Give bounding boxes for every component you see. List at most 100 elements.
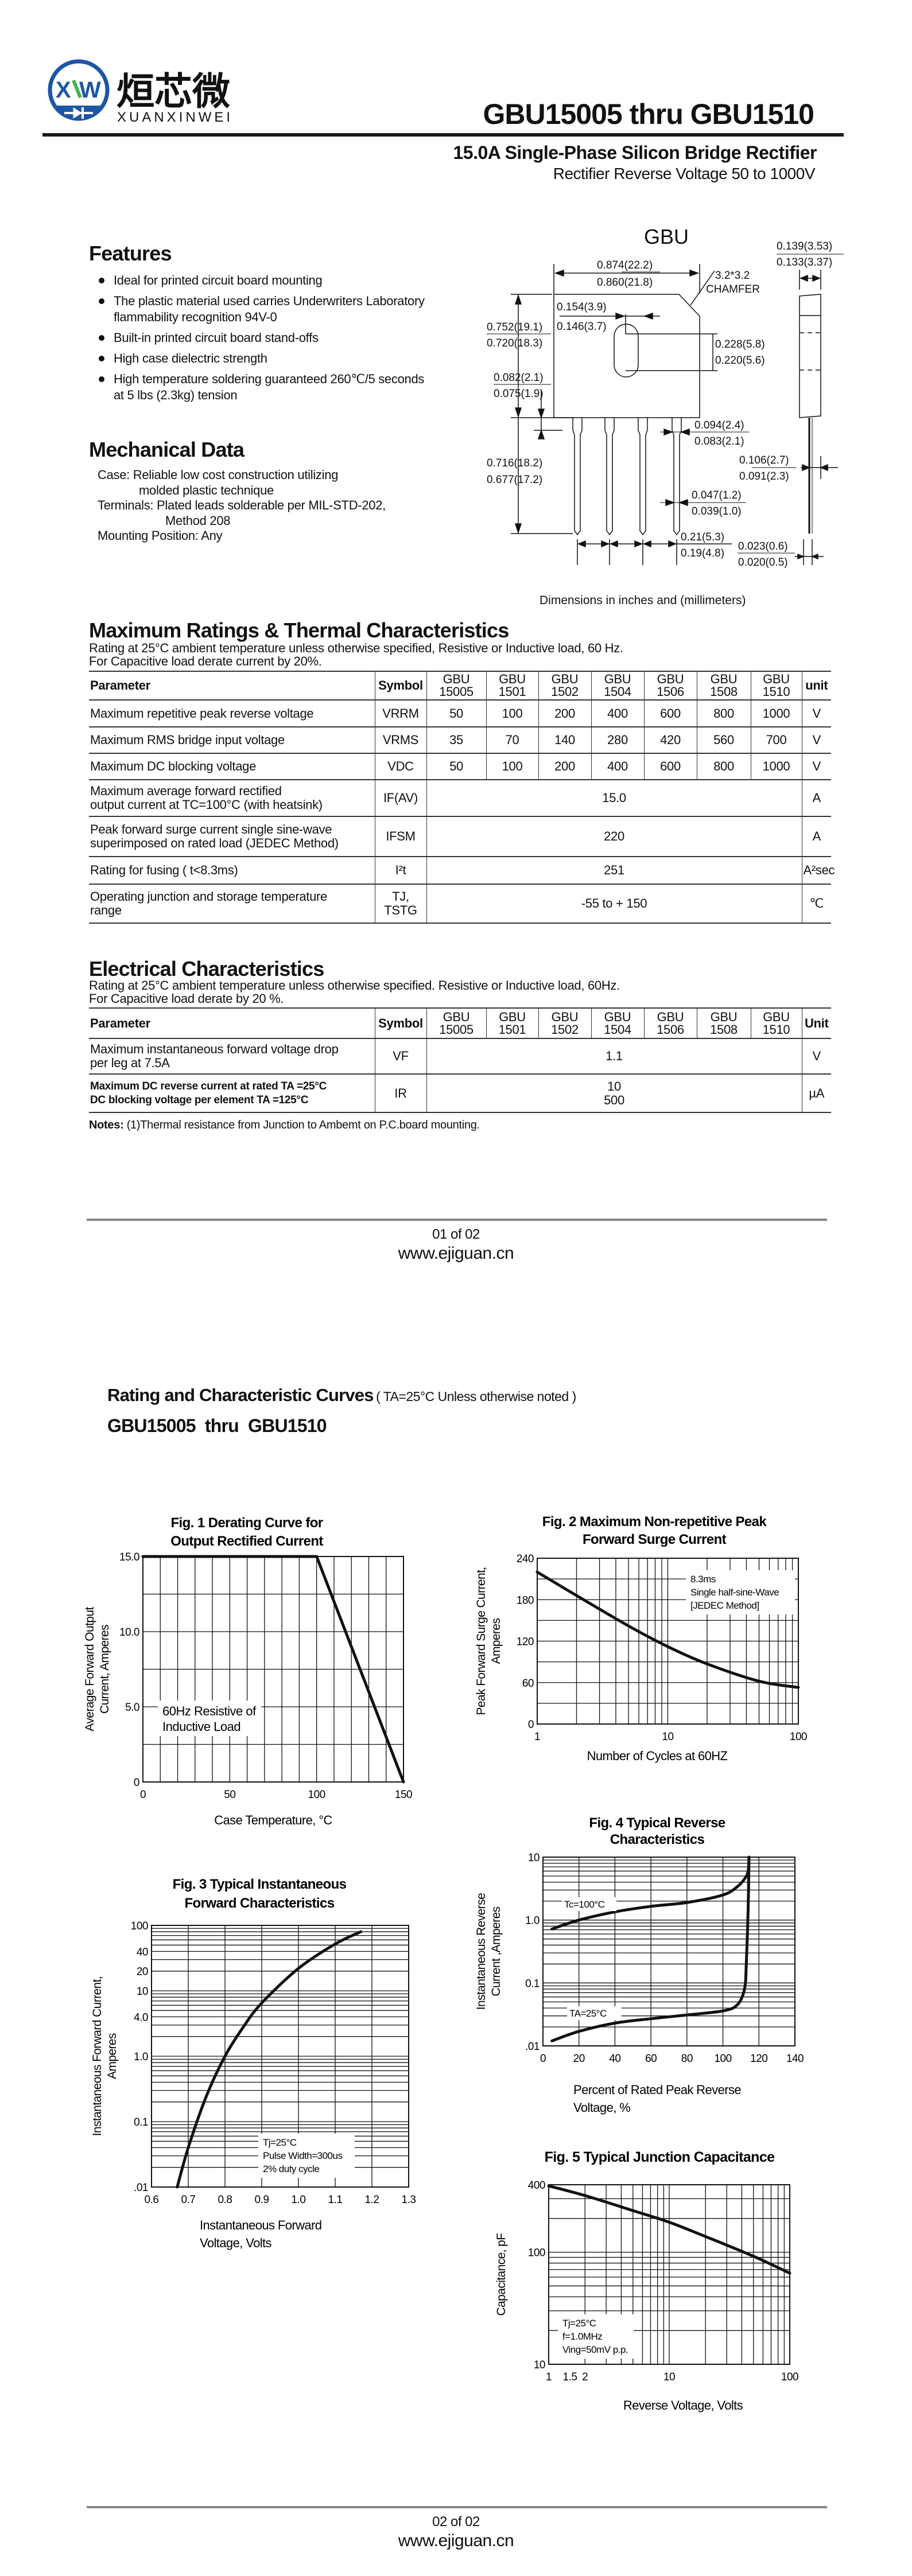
website-link-2[interactable]: www.ejiguan.cn bbox=[398, 2531, 514, 2550]
row-parameter: Maximum average forward rectified output … bbox=[89, 780, 375, 816]
column-header-part: GBU 15005 bbox=[426, 671, 486, 700]
x-tick-label: 0.6 bbox=[145, 2194, 159, 2206]
website-link-1[interactable]: www.ejiguan.cn bbox=[398, 1244, 514, 1263]
table-row: Maximum RMS bridge input voltage VRMS 35 70… bbox=[89, 727, 831, 753]
logo-mark-x: X bbox=[56, 77, 71, 103]
mounting-hole bbox=[614, 324, 639, 378]
package-drawing: GBU bbox=[487, 225, 844, 565]
mechanical-data: Case: Reliable low cost construction uti… bbox=[98, 468, 386, 544]
feature-item: High temperature soldering guaranteed 26… bbox=[98, 371, 435, 403]
column-header-part: GBU 1508 bbox=[696, 671, 751, 700]
feature-item: Ideal for printed circuit board mounting bbox=[98, 273, 499, 289]
svg-text:0.154(3.9): 0.154(3.9) bbox=[557, 301, 607, 313]
value-text: -55 to + 150 bbox=[581, 896, 647, 910]
row-value: 50 bbox=[426, 753, 486, 780]
svg-text:0.139(3.53): 0.139(3.53) bbox=[777, 240, 832, 252]
svg-text:0.220(5.6): 0.220(5.6) bbox=[715, 355, 765, 367]
row-value: 35 bbox=[426, 727, 486, 753]
symbol-text: VRMS bbox=[382, 733, 419, 747]
y-tick-label: 180 bbox=[517, 1594, 534, 1606]
row-value: 70 bbox=[486, 727, 538, 753]
row-parameter: Maximum DC reverse current at rated TA =… bbox=[89, 1074, 375, 1112]
bullet-icon bbox=[99, 356, 104, 361]
annotation-text: Single half-sine-Wave bbox=[690, 1587, 779, 1598]
symbol-text: VF bbox=[393, 1049, 409, 1063]
svg-text:0.133(3.37): 0.133(3.37) bbox=[777, 256, 832, 269]
chart-title: Characteristics bbox=[610, 1832, 705, 1847]
row-unit: ℃ bbox=[801, 884, 831, 923]
column-header-part: GBU 1502 bbox=[538, 671, 591, 700]
svg-text:3.2*3.2: 3.2*3.2 bbox=[715, 270, 750, 282]
dimensions-caption: Dimensions in inches and (millimeters) bbox=[540, 594, 746, 607]
row-parameter: Maximum repetitive peak reverse voltage bbox=[89, 700, 375, 727]
bullet-icon bbox=[99, 376, 104, 382]
table-row: Maximum DC blocking voltage VDC 50 100 200 40… bbox=[89, 753, 831, 780]
y-tick-label: 0 bbox=[528, 1719, 534, 1731]
row-unit: µA bbox=[801, 1074, 831, 1112]
package-dimension-labels: 0.874(22.2) 0.860(21.8) 3.2*3.2 CHAMFER … bbox=[487, 240, 832, 607]
y-tick-label: 1.0 bbox=[525, 1915, 540, 1927]
row-symbol: VRRM bbox=[374, 700, 426, 727]
y-tick-label: 0.1 bbox=[525, 1978, 540, 1990]
symbol-text: VDC bbox=[387, 759, 414, 773]
x-tick-label: 1.1 bbox=[328, 2194, 343, 2206]
series-curve bbox=[550, 1855, 751, 2042]
mechanical-heading: Mechanical Data bbox=[89, 438, 245, 461]
row-value-merged: 15.0 bbox=[426, 780, 802, 816]
row-value: 600 bbox=[643, 753, 697, 780]
x-tick-label: 100 bbox=[308, 1789, 325, 1801]
header-text: 1506 bbox=[657, 684, 684, 699]
svg-text:0.677(17.2): 0.677(17.2) bbox=[487, 474, 542, 486]
row-value-merged: -55 to + 150 bbox=[426, 884, 802, 923]
series-curve bbox=[550, 1855, 751, 1931]
y-axis-label: Current, Amperes bbox=[98, 1625, 111, 1714]
electrical-note-2: For Capacitive load derate by 20 %. bbox=[89, 991, 284, 1006]
row-unit: A²sec bbox=[801, 857, 835, 884]
column-header-parameter: Parameter bbox=[89, 671, 375, 700]
logo-mark-w: W bbox=[79, 77, 101, 103]
header-text: GBU bbox=[443, 672, 470, 686]
header-text: Parameter bbox=[90, 678, 150, 692]
row-value-merged: 1.1 bbox=[426, 1038, 802, 1074]
header-text: 1504 bbox=[604, 684, 631, 699]
row-value: 200 bbox=[538, 753, 591, 780]
header-text: GBU bbox=[710, 1009, 738, 1024]
x-tick-label: 140 bbox=[786, 2053, 804, 2065]
header-text: GBU bbox=[657, 1009, 684, 1024]
header-text: Symbol bbox=[378, 1015, 423, 1030]
y-axis-label: Amperes bbox=[490, 1618, 503, 1664]
column-header-part: GBU 1501 bbox=[486, 671, 538, 700]
row-symbol: IR bbox=[374, 1074, 426, 1112]
row-value: 800 bbox=[696, 700, 751, 727]
row-symbol: VDC bbox=[374, 753, 426, 780]
table-header-row: Parameter Symbol GBU 15005 GBU 1501 GBU 1502 GBU… bbox=[89, 671, 831, 700]
y-axis-label: Amperes bbox=[106, 2033, 119, 2079]
header-text: GBU bbox=[604, 672, 631, 686]
row-parameter: Maximum RMS bridge input voltage bbox=[89, 727, 375, 753]
footer-rule-1 bbox=[87, 1219, 827, 1221]
annotation-box bbox=[158, 1701, 261, 1736]
row-symbol: TJ, TSTG bbox=[374, 884, 426, 923]
symbol-text: IR bbox=[394, 1085, 407, 1100]
feature-text: High case dielectric strength bbox=[114, 351, 267, 365]
footnote-text: (1)Thermal resistance from Junction to A… bbox=[123, 1119, 480, 1131]
column-header-part: GBU 1506 bbox=[643, 671, 697, 700]
column-header-unit: unit bbox=[801, 671, 831, 700]
header-text: 1502 bbox=[551, 1022, 579, 1037]
svg-text:0.19(4.8): 0.19(4.8) bbox=[681, 547, 724, 559]
column-header-unit: Unit bbox=[801, 1008, 831, 1038]
parameter-text: Maximum RMS bridge input voltage bbox=[90, 733, 285, 747]
parameter-text: Maximum average forward rectified bbox=[90, 784, 282, 798]
row-value: 100 bbox=[486, 700, 538, 727]
row-value: 420 bbox=[643, 727, 697, 753]
table-row: Maximum DC reverse current at rated TA =… bbox=[89, 1074, 831, 1112]
mech-terminals: Terminals: Plated leads solderable per M… bbox=[98, 498, 386, 512]
svg-text:0.091(2.3): 0.091(2.3) bbox=[739, 470, 789, 482]
header-text: 1501 bbox=[498, 684, 526, 699]
mech-terminals-cont: Method 208 bbox=[165, 513, 231, 528]
product-subtitle: 15.0A Single-Phase Silicon Bridge Rectif… bbox=[453, 142, 817, 163]
chart-title: Fig. 2 Maximum Non-repetitive Peak bbox=[542, 1514, 767, 1530]
parameter-text: Maximum DC blocking voltage bbox=[90, 759, 257, 773]
y-tick-label: .01 bbox=[134, 2182, 148, 2194]
row-value: 400 bbox=[591, 700, 644, 727]
